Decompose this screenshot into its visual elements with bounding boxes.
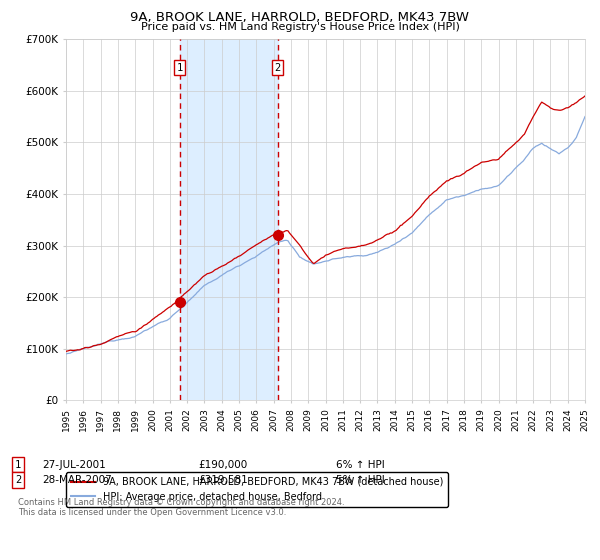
Text: This data is licensed under the Open Government Licence v3.0.: This data is licensed under the Open Gov… bbox=[18, 508, 286, 517]
Bar bbox=[179, 39, 278, 400]
Text: 2: 2 bbox=[274, 63, 281, 73]
Text: Price paid vs. HM Land Registry's House Price Index (HPI): Price paid vs. HM Land Registry's House … bbox=[140, 22, 460, 32]
Text: 2: 2 bbox=[15, 475, 21, 485]
Text: 6% ↑ HPI: 6% ↑ HPI bbox=[336, 460, 385, 470]
Text: 9A, BROOK LANE, HARROLD, BEDFORD, MK43 7BW: 9A, BROOK LANE, HARROLD, BEDFORD, MK43 7… bbox=[131, 11, 470, 24]
Text: 1: 1 bbox=[176, 63, 183, 73]
Text: £319,581: £319,581 bbox=[198, 475, 248, 485]
Text: 1: 1 bbox=[15, 460, 21, 470]
Text: 28-MAR-2007: 28-MAR-2007 bbox=[42, 475, 112, 485]
Text: Contains HM Land Registry data © Crown copyright and database right 2024.: Contains HM Land Registry data © Crown c… bbox=[18, 498, 344, 507]
Text: 5% ↑ HPI: 5% ↑ HPI bbox=[336, 475, 385, 485]
Text: 27-JUL-2001: 27-JUL-2001 bbox=[42, 460, 106, 470]
Text: £190,000: £190,000 bbox=[198, 460, 247, 470]
Legend: 9A, BROOK LANE, HARROLD, BEDFORD, MK43 7BW (detached house), HPI: Average price,: 9A, BROOK LANE, HARROLD, BEDFORD, MK43 7… bbox=[65, 472, 448, 507]
